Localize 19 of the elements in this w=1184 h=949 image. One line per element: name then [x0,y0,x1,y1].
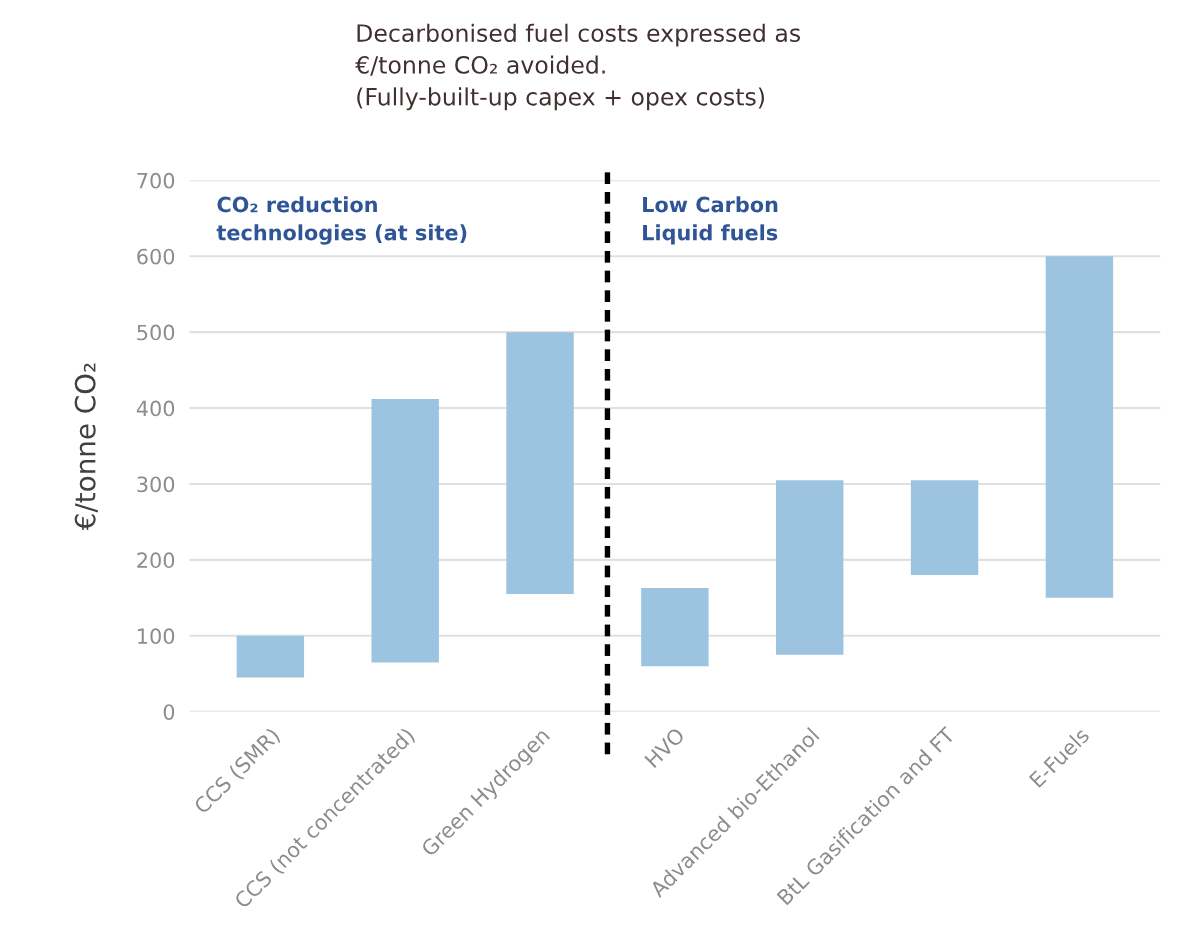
bar [236,635,305,678]
y-tick-label: 400 [136,400,175,417]
y-axis-title: €/tonne CO₂ [74,363,98,531]
chart-title: Decarbonised fuel costs expressed as €/tonne CO₂ avoided. (Fully-built-up capex + opex costs) [355,23,801,111]
y-tick-label: 600 [137,248,175,265]
y-tick-label: 100 [138,628,175,645]
bar [910,480,979,576]
y-tick-label: 300 [137,476,175,493]
annotation: Low Carbon Liquid fuels [643,196,778,245]
y-tick-label: 500 [137,324,175,341]
bar [371,398,439,663]
y-tick-label: 200 [137,552,175,569]
annotation: CO₂ reduction technologies (at site) [216,196,467,245]
bar [776,480,844,655]
y-tick-label: 700 [137,172,175,189]
bar [1045,256,1114,598]
y-tick-label: 0 [163,704,175,720]
bar [506,332,574,595]
bar [641,588,709,667]
